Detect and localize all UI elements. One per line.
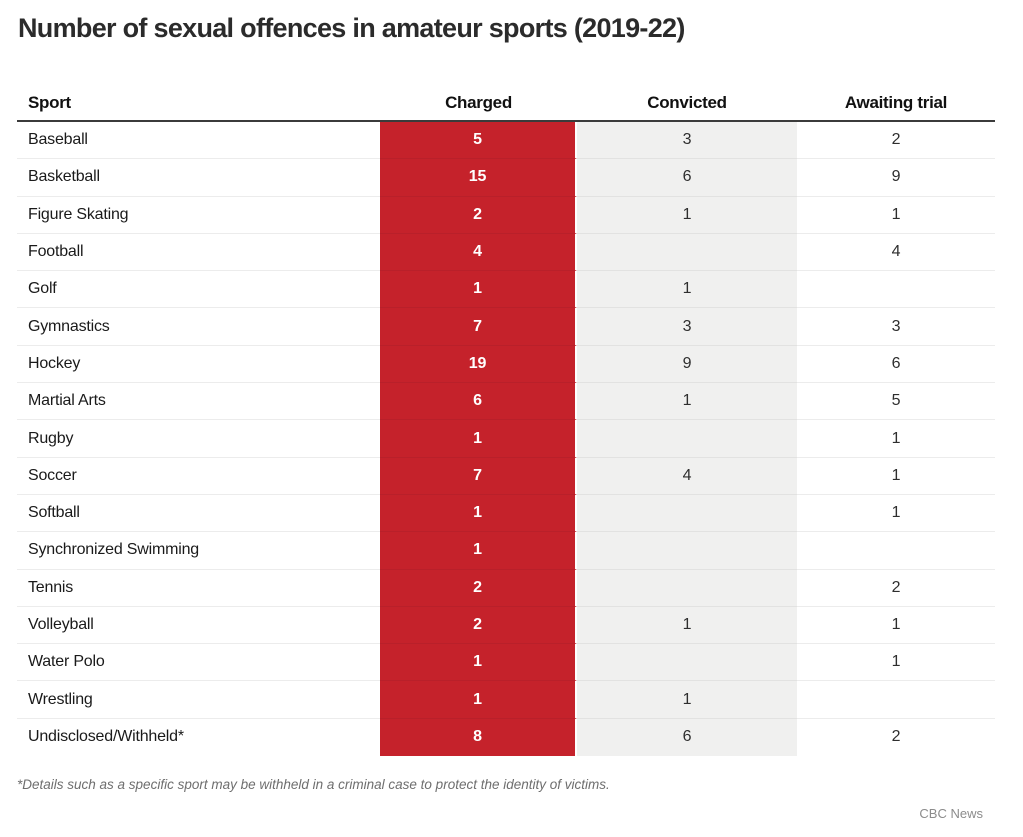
table-row: Figure Skating 2 1 1	[17, 196, 995, 234]
table-row: Basketball 15 6 9	[17, 159, 995, 197]
table-row: Rugby 1 1	[17, 420, 995, 458]
convicted-cell	[577, 494, 797, 533]
charged-cell: 4	[380, 233, 577, 272]
page-title: Number of sexual offences in amateur spo…	[18, 13, 685, 43]
convicted-cell: 6	[577, 718, 797, 757]
charged-cell: 2	[380, 569, 577, 607]
sport-cell: Baseball	[17, 122, 380, 160]
awaiting-trial-cell	[797, 271, 995, 309]
sport-cell: Football	[17, 234, 380, 272]
charged-cell: 2	[380, 606, 577, 645]
charged-cell: 15	[380, 159, 577, 197]
awaiting-trial-cell	[797, 681, 995, 719]
table-header-row: Sport Charged Convicted Awaiting trial	[17, 86, 995, 122]
table-row: Synchronized Swimming 1	[17, 532, 995, 570]
awaiting-trial-cell: 1	[797, 197, 995, 234]
sport-cell: Martial Arts	[17, 383, 380, 421]
convicted-cell: 9	[577, 345, 797, 384]
charged-cell: 6	[380, 383, 577, 421]
table-row: Volleyball 2 1 1	[17, 606, 995, 645]
awaiting-trial-cell: 6	[797, 346, 995, 384]
convicted-cell	[577, 644, 797, 682]
convicted-cell: 3	[577, 122, 797, 160]
awaiting-trial-cell	[797, 532, 995, 570]
sport-cell: Softball	[17, 495, 380, 533]
data-table: Sport Charged Convicted Awaiting trial B…	[17, 86, 995, 757]
table-row: Gymnastics 7 3 3	[17, 308, 995, 346]
sport-cell: Gymnastics	[17, 308, 380, 346]
sport-cell: Basketball	[17, 159, 380, 197]
table-body: Baseball 5 3 2 Basketball 15 6 9 Figure Skating 2…	[17, 122, 995, 757]
charged-cell: 2	[380, 196, 577, 234]
awaiting-trial-cell: 2	[797, 570, 995, 607]
awaiting-trial-cell: 3	[797, 308, 995, 346]
charged-cell: 7	[380, 308, 577, 346]
table-row: Soccer 7 4 1	[17, 457, 995, 495]
sport-cell: Undisclosed/Withheld*	[28, 728, 184, 746]
sport-cell: Hockey	[17, 346, 380, 384]
awaiting-trial-cell: 1	[797, 495, 995, 533]
convicted-cell: 4	[577, 457, 797, 495]
table-row: Tennis 2 2	[17, 569, 995, 607]
table-row: Golf 1 1	[17, 271, 995, 309]
charged-cell: 5	[380, 122, 577, 160]
table-row: Martial Arts 6 1 5	[17, 383, 995, 421]
sport-cell: Water Polo	[17, 644, 380, 682]
column-header-awaiting-trial: Awaiting trial	[844, 93, 948, 112]
table-row: Softball 1 1	[17, 494, 995, 533]
sport-cell: Volleyball	[17, 607, 380, 645]
convicted-cell: 1	[577, 606, 797, 645]
awaiting-trial-cell: 1	[797, 458, 995, 495]
charged-cell: 1	[380, 420, 577, 458]
sport-cell: Wrestling	[17, 681, 380, 719]
sport-cell: Figure Skating	[17, 197, 380, 234]
charged-cell: 8	[380, 718, 577, 757]
charged-cell: 1	[380, 681, 577, 719]
convicted-cell: 6	[577, 159, 797, 197]
convicted-cell	[577, 569, 797, 607]
convicted-cell	[577, 420, 797, 458]
footnote: *Details such as a specific sport may be…	[17, 777, 610, 793]
charged-cell: 1	[380, 532, 577, 570]
column-header-sport: Sport	[28, 93, 71, 112]
awaiting-trial-cell: 2	[797, 122, 995, 160]
sport-cell: Tennis	[17, 570, 380, 607]
convicted-cell: 1	[577, 383, 797, 421]
table-row: Hockey 19 9 6	[17, 345, 995, 384]
awaiting-trial-cell: 1	[797, 420, 995, 458]
column-header-charged: Charged	[445, 93, 512, 112]
awaiting-trial-cell: 5	[797, 383, 995, 421]
convicted-cell	[577, 233, 797, 272]
sport-cell: Synchronized Swimming	[17, 532, 380, 570]
awaiting-trial-cell: 4	[797, 234, 995, 272]
charged-cell: 19	[380, 345, 577, 384]
convicted-cell: 3	[577, 308, 797, 346]
table-row: Baseball 5 3 2	[17, 122, 995, 160]
table-row: Undisclosed/Withheld* 8 6 2	[17, 718, 995, 757]
convicted-cell: 1	[577, 681, 797, 719]
convicted-cell: 1	[577, 196, 797, 234]
charged-cell: 7	[380, 457, 577, 495]
convicted-cell: 1	[577, 271, 797, 309]
sport-cell: Soccer	[17, 458, 380, 495]
sport-cell: Golf	[17, 271, 380, 309]
awaiting-trial-cell: 1	[797, 607, 995, 645]
table-row: Wrestling 1 1	[17, 681, 995, 719]
charged-cell: 1	[380, 271, 577, 309]
column-header-convicted: Convicted	[647, 93, 727, 112]
awaiting-trial-cell: 1	[797, 644, 995, 682]
charged-cell: 1	[380, 644, 577, 682]
source-credit: CBC News	[919, 806, 983, 822]
table-row: Water Polo 1 1	[17, 644, 995, 682]
charged-cell: 1	[380, 494, 577, 533]
convicted-cell	[577, 532, 797, 570]
awaiting-trial-cell: 9	[797, 159, 995, 197]
sport-cell: Rugby	[17, 420, 380, 458]
awaiting-trial-cell: 2	[891, 728, 901, 746]
table-row: Football 4 4	[17, 233, 995, 272]
